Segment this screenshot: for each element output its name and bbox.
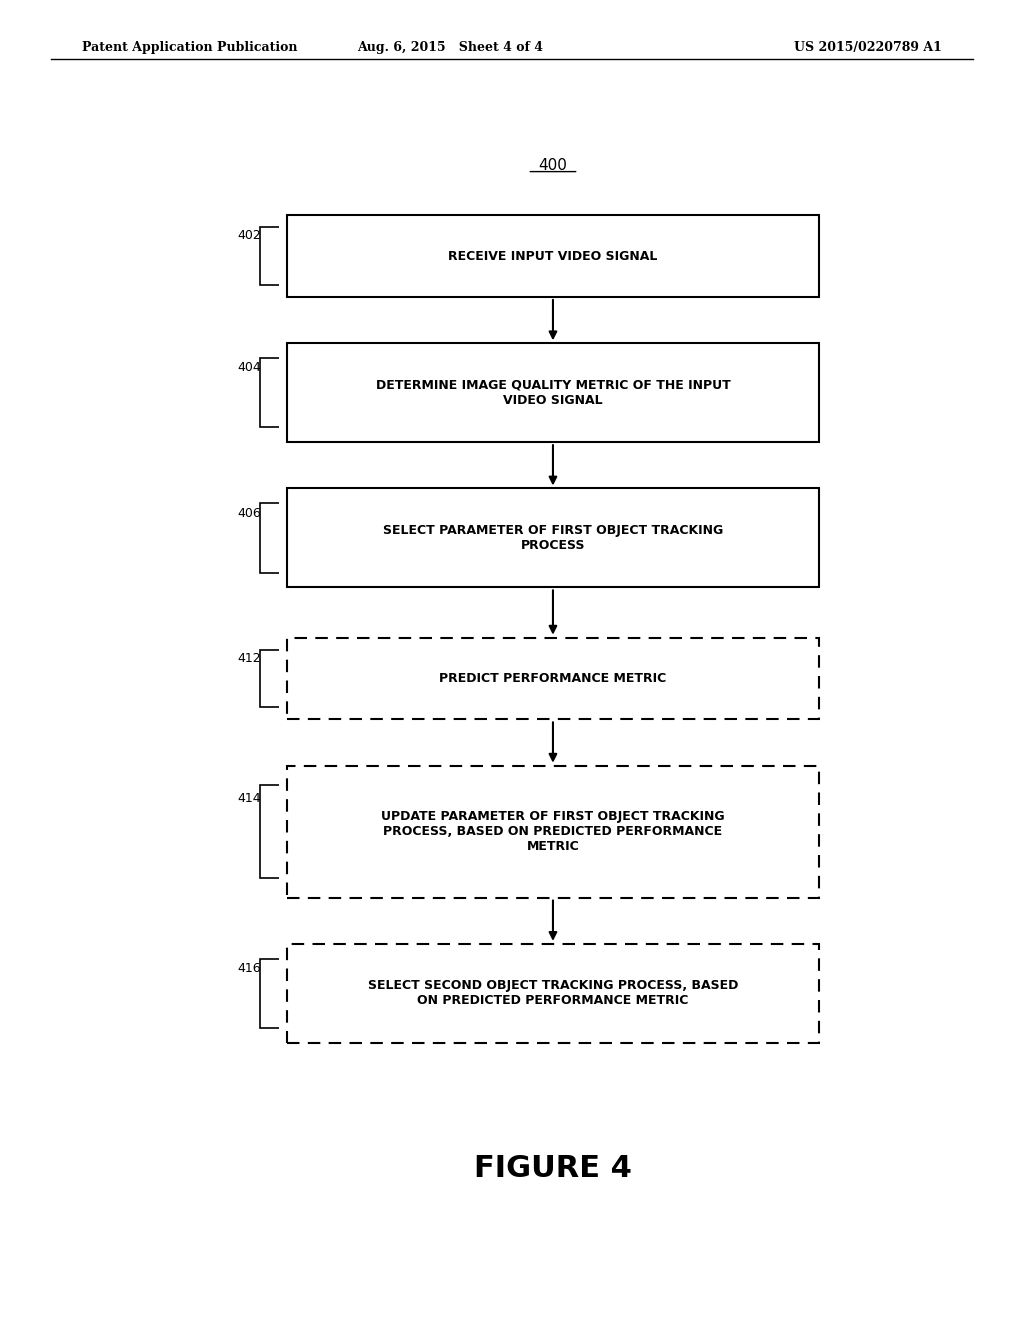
Text: 414: 414 <box>238 792 261 805</box>
Text: DETERMINE IMAGE QUALITY METRIC OF THE INPUT
VIDEO SIGNAL: DETERMINE IMAGE QUALITY METRIC OF THE IN… <box>376 379 730 407</box>
FancyBboxPatch shape <box>287 638 819 719</box>
Text: US 2015/0220789 A1: US 2015/0220789 A1 <box>795 41 942 54</box>
Text: PREDICT PERFORMANCE METRIC: PREDICT PERFORMANCE METRIC <box>439 672 667 685</box>
Text: 412: 412 <box>238 652 261 664</box>
Text: FIGURE 4: FIGURE 4 <box>474 1154 632 1183</box>
Text: Patent Application Publication: Patent Application Publication <box>82 41 297 54</box>
Text: SELECT SECOND OBJECT TRACKING PROCESS, BASED
ON PREDICTED PERFORMANCE METRIC: SELECT SECOND OBJECT TRACKING PROCESS, B… <box>368 979 738 1007</box>
Text: SELECT PARAMETER OF FIRST OBJECT TRACKING
PROCESS: SELECT PARAMETER OF FIRST OBJECT TRACKIN… <box>383 524 723 552</box>
Text: RECEIVE INPUT VIDEO SIGNAL: RECEIVE INPUT VIDEO SIGNAL <box>449 249 657 263</box>
FancyBboxPatch shape <box>287 215 819 297</box>
Text: 406: 406 <box>238 507 261 520</box>
Text: UPDATE PARAMETER OF FIRST OBJECT TRACKING
PROCESS, BASED ON PREDICTED PERFORMANC: UPDATE PARAMETER OF FIRST OBJECT TRACKIN… <box>381 810 725 853</box>
FancyBboxPatch shape <box>287 343 819 442</box>
Text: 416: 416 <box>238 962 261 975</box>
Text: 404: 404 <box>238 362 261 375</box>
Text: 402: 402 <box>238 230 261 242</box>
Text: 400: 400 <box>539 157 567 173</box>
FancyBboxPatch shape <box>287 488 819 587</box>
FancyBboxPatch shape <box>287 766 819 898</box>
Text: Aug. 6, 2015   Sheet 4 of 4: Aug. 6, 2015 Sheet 4 of 4 <box>357 41 544 54</box>
FancyBboxPatch shape <box>287 944 819 1043</box>
